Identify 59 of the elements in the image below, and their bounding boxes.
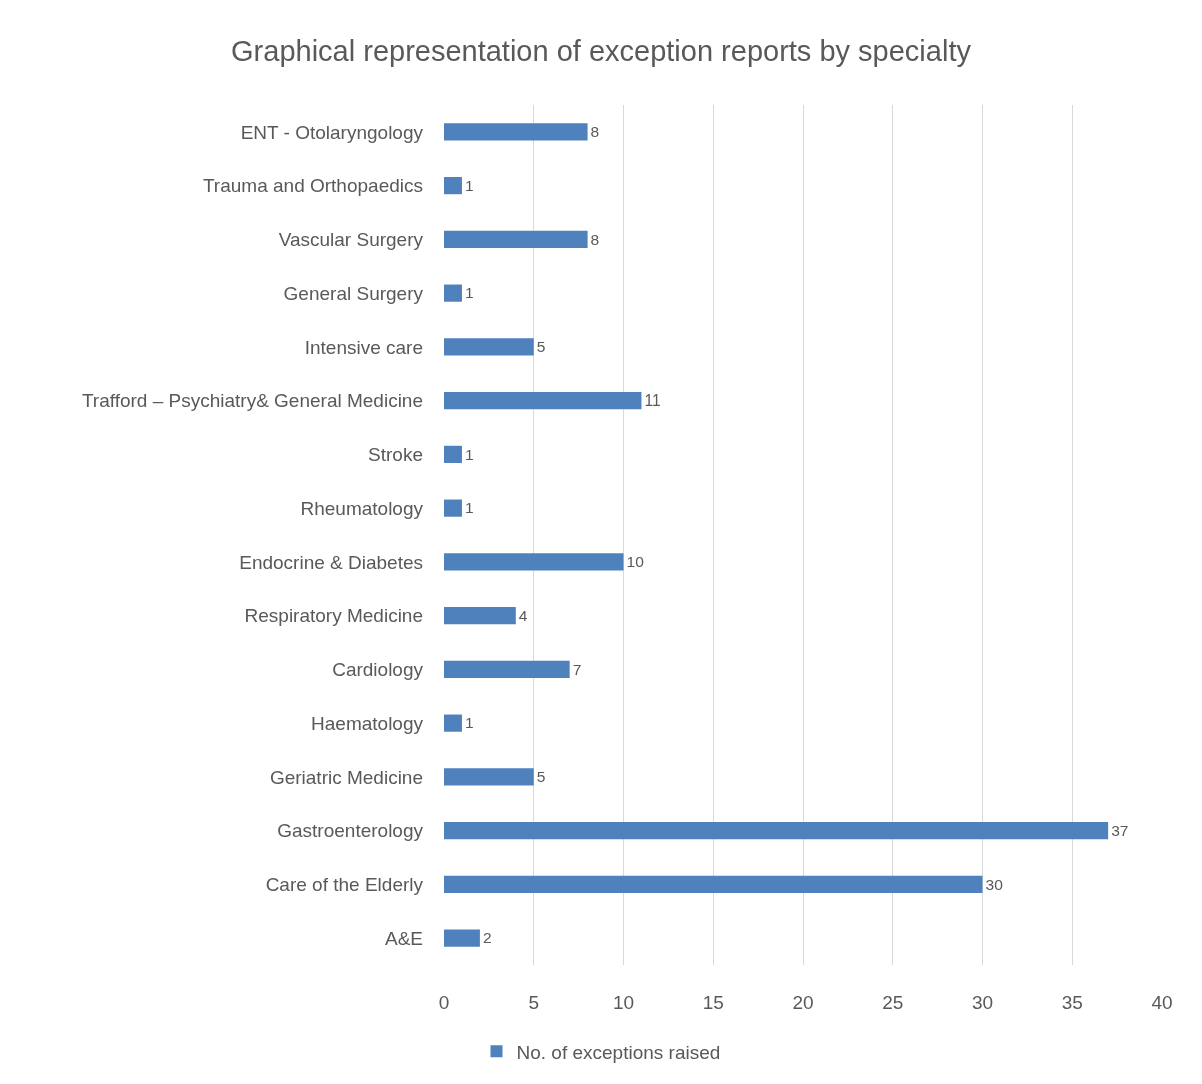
bar xyxy=(444,607,516,625)
bar xyxy=(444,822,1109,840)
bar xyxy=(444,338,534,356)
data-label: 5 xyxy=(536,768,546,786)
x-tick-label: 15 xyxy=(702,992,724,1013)
data-label: 2 xyxy=(482,929,492,947)
y-tick-label: ENT - Otolaryngology xyxy=(240,121,424,143)
data-label: 1 xyxy=(464,284,474,302)
y-tick-label: Endocrine & Diabetes xyxy=(239,551,423,573)
y-tick-label: Gastroenterology xyxy=(277,820,424,842)
bar xyxy=(444,284,462,302)
y-tick-label: Geriatric Medicine xyxy=(269,766,423,788)
data-label: 1 xyxy=(464,714,474,732)
bar xyxy=(444,392,642,410)
data-label: 8 xyxy=(590,123,600,141)
bar xyxy=(444,230,588,248)
y-tick-label: Respiratory Medicine xyxy=(244,605,423,627)
y-tick-label: Trafford – Psychiatry& General Medicine xyxy=(81,390,423,412)
y-tick-label: A&E xyxy=(384,927,423,949)
bar xyxy=(444,445,462,463)
y-tick-label: Trauma and Orthopaedics xyxy=(202,175,423,197)
bar xyxy=(444,768,534,786)
x-tick-label: 10 xyxy=(612,992,635,1013)
bar xyxy=(444,123,588,141)
data-label: 10 xyxy=(626,553,645,571)
data-label: 1 xyxy=(464,499,474,517)
bar xyxy=(444,875,983,893)
y-tick-label: Cardiology xyxy=(332,659,424,681)
data-label: 5 xyxy=(536,338,546,356)
y-tick-label: General Surgery xyxy=(283,282,424,304)
data-label: 30 xyxy=(985,875,1004,893)
data-label: 7 xyxy=(572,660,582,678)
x-tick-label: 5 xyxy=(528,992,540,1013)
y-tick-label: Rheumatology xyxy=(300,497,424,519)
data-label: 1 xyxy=(464,445,474,463)
bar xyxy=(444,660,570,678)
x-tick-label: 25 xyxy=(882,992,904,1013)
data-label: 37 xyxy=(1111,821,1129,839)
bar xyxy=(444,499,462,517)
y-tick-label: Haematology xyxy=(311,712,424,734)
y-tick-label: Stroke xyxy=(368,444,423,466)
data-label: 11 xyxy=(644,391,661,409)
x-tick-label: 20 xyxy=(792,992,814,1013)
bar xyxy=(444,553,624,571)
bar xyxy=(444,714,462,732)
data-label: 8 xyxy=(590,230,600,248)
y-tick-label: Vascular Surgery xyxy=(278,229,424,251)
x-tick-label: 30 xyxy=(971,992,994,1013)
bar xyxy=(444,177,462,195)
x-tick-label: 40 xyxy=(1151,992,1173,1013)
bar xyxy=(444,929,480,947)
x-tick-label: 35 xyxy=(1061,992,1083,1013)
legend-label: No. of exceptions raised xyxy=(516,1041,721,1063)
y-tick-label: Intensive care xyxy=(304,336,423,358)
chart-title: Graphical representation of exception reports by specialty xyxy=(231,35,972,68)
y-tick-label: Care of the Elderly xyxy=(265,874,424,896)
x-tick-label: 0 xyxy=(438,992,450,1013)
data-label: 4 xyxy=(518,606,528,624)
data-label: 1 xyxy=(464,176,474,194)
